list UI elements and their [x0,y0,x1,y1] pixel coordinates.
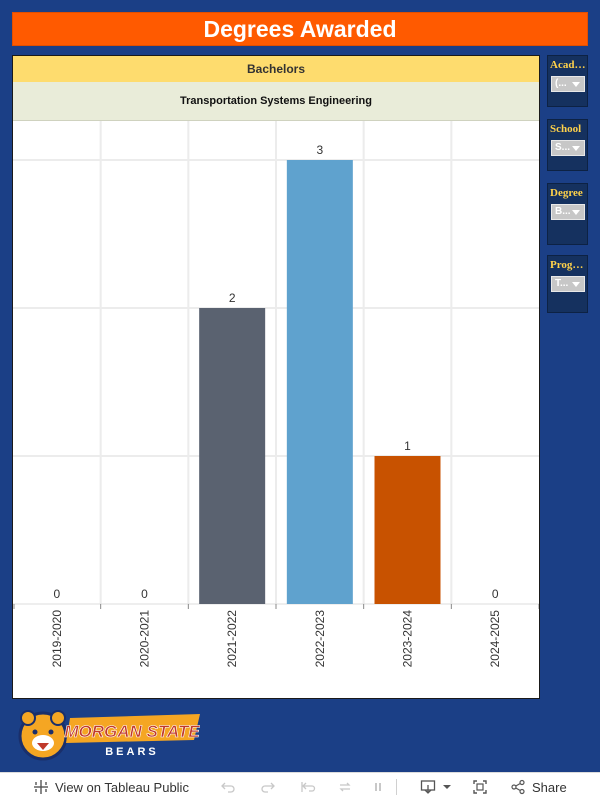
bar-2022-2023 [286,160,353,604]
chevron-down-icon[interactable] [439,779,455,795]
view-on-tableau-public-label: View on Tableau Public [55,779,189,795]
fullscreen-icon[interactable] [472,779,488,795]
degree-header: Bachelors [13,56,539,83]
bar-2021-2022 [199,308,266,604]
filter-label: School [550,123,582,135]
tableau-toolbar: View on Tableau Public Share [0,772,600,801]
bar-2023-2024 [374,456,441,604]
program-header: Transportation Systems Engineering [13,82,539,121]
chevron-down-icon [572,210,580,215]
redo-icon[interactable] [260,779,276,795]
pause-icon[interactable] [370,779,386,795]
morgan-state-bears-logo[interactable]: MORGAN STATE BEARS [18,710,200,762]
data-label: 0 [141,587,148,601]
view-on-tableau-public-link[interactable]: View on Tableau Public [55,773,189,801]
undo-icon[interactable] [220,779,236,795]
chart-panel: 0 2019-2020 0 2020-2021 2 2021-2022 3 2022-2023… [12,55,540,699]
x-tick-label: 2020-2021 [138,610,152,668]
filter-label: Academic Year [550,59,587,71]
dashboard-title: Degrees Awarded [203,15,397,42]
download-icon[interactable] [420,779,436,795]
filter-label: Program [550,259,587,271]
x-tick-label: 2023-2024 [401,610,415,668]
data-label: 0 [492,587,499,601]
share-button[interactable]: Share [532,773,567,801]
logo-text-line2: BEARS [105,746,159,758]
chevron-down-icon [572,282,580,287]
dropdown-value: S... [555,142,571,153]
program-dropdown[interactable]: T... [551,276,585,292]
dashboard-title-bar: Degrees Awarded [12,12,588,46]
academic-year-dropdown[interactable]: (... [551,76,585,92]
degree-header-label: Bachelors [246,62,306,76]
data-label: 0 [53,587,60,601]
toolbar-divider [396,779,397,795]
refresh-icon[interactable] [337,779,353,795]
filter-school: School S... [547,119,588,171]
share-label: Share [532,779,567,795]
chevron-down-icon [572,146,580,151]
filter-academic-year: Academic Year (... [547,55,588,107]
filter-degree: Degree B... [547,183,588,245]
program-header-label: Transportation Systems Engineering [180,95,372,107]
bar-chart[interactable]: 0 2019-2020 0 2020-2021 2 2021-2022 3 2022-2023… [13,56,539,698]
data-label: 1 [404,439,411,453]
logo-text-line1: MORGAN STATE [64,722,200,741]
dropdown-value: (... [555,78,567,89]
degree-dropdown[interactable]: B... [551,204,585,220]
x-tick-label: 2019-2020 [50,610,64,668]
chevron-down-icon [572,82,580,87]
share-icon [511,779,525,795]
school-dropdown[interactable]: S... [551,140,585,156]
filter-label: Degree [550,187,583,199]
revert-icon[interactable] [300,779,316,795]
filter-program: Program T... [547,255,588,313]
dropdown-value: T... [555,278,569,289]
tableau-logo-icon [34,780,48,794]
data-label: 3 [316,143,323,157]
x-tick-label: 2021-2022 [225,610,239,668]
data-label: 2 [229,291,236,305]
x-tick-label: 2022-2023 [313,610,327,668]
dropdown-value: B... [555,206,571,217]
x-tick-label: 2024-2025 [488,610,502,668]
